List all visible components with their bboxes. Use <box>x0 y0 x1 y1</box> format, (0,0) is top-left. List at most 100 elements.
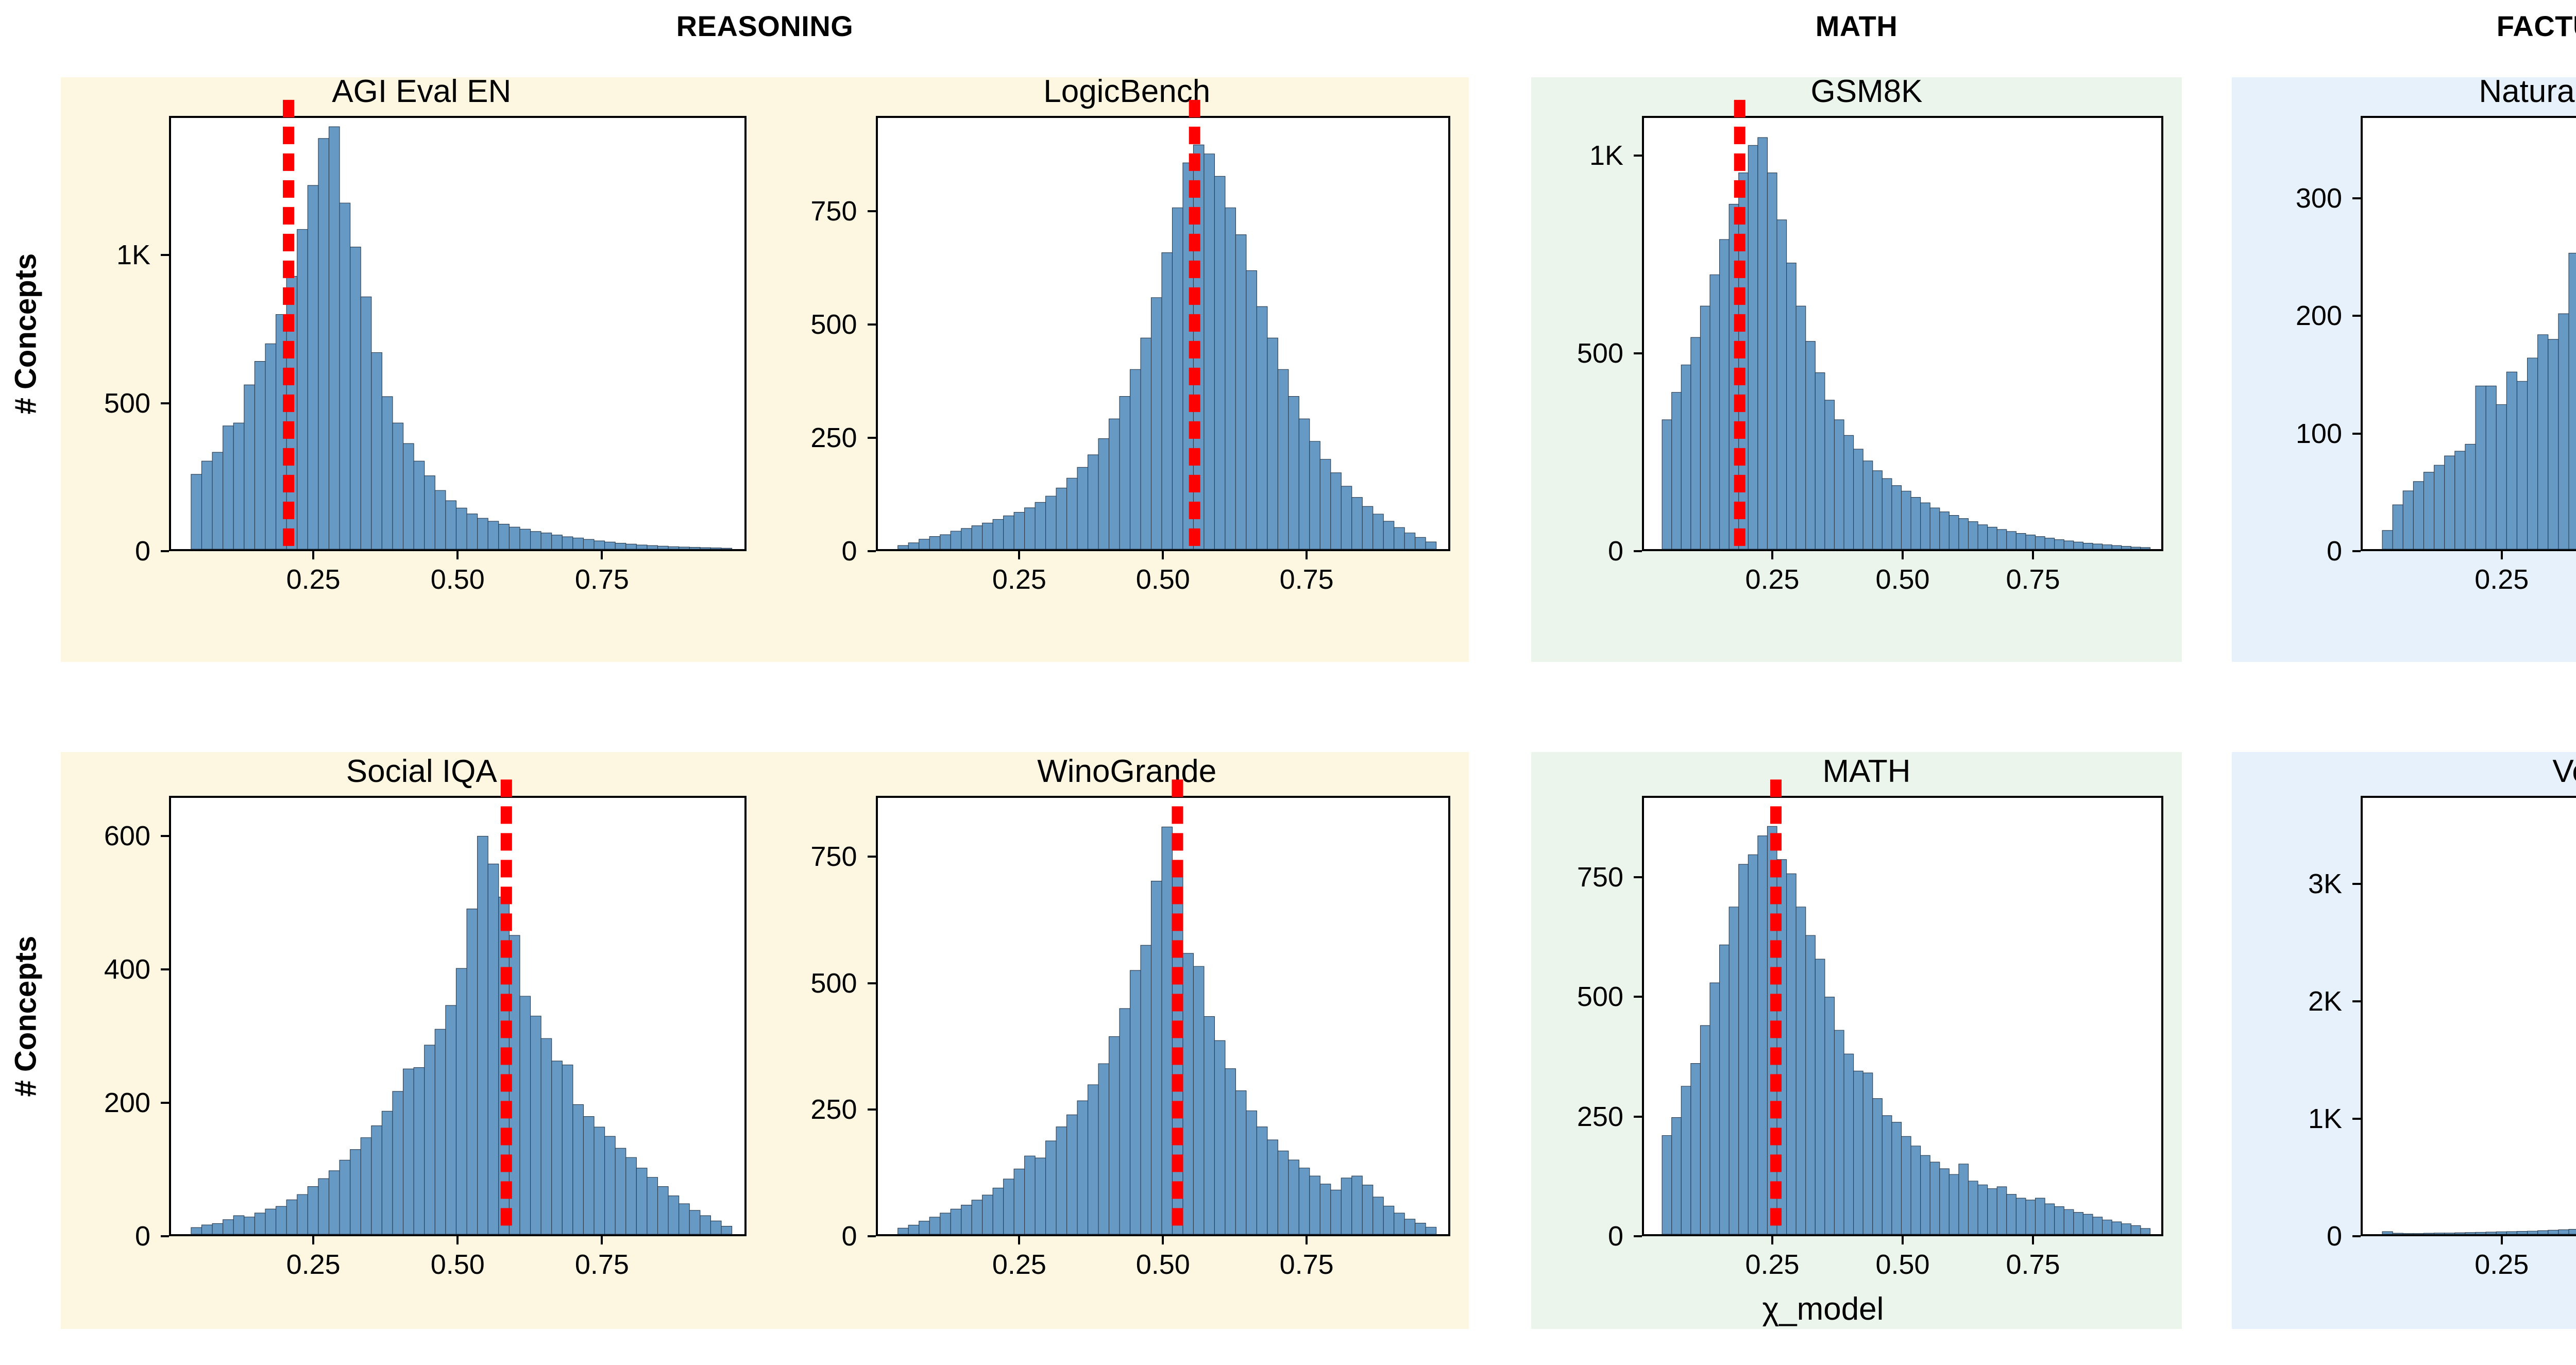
histogram-bar <box>478 518 488 549</box>
histogram-bar <box>212 452 223 549</box>
histogram-bar <box>710 1221 721 1234</box>
histogram-bar <box>2434 1233 2445 1234</box>
axes-winogrande <box>875 796 1450 1236</box>
y-tickmark <box>161 1235 169 1237</box>
histogram-bar <box>1921 503 1930 549</box>
histogram-bar <box>2558 1230 2569 1234</box>
y-tickmark <box>2352 432 2361 435</box>
y-tickmark <box>161 834 169 837</box>
x-tick-label: 0.50 <box>1875 1249 1930 1280</box>
x-tick-label: 0.25 <box>2475 564 2529 595</box>
histogram-bar <box>1834 420 1844 549</box>
bars-natural-questions <box>2382 148 2576 549</box>
axes-agi-eval-en <box>169 116 747 551</box>
x-tickmark <box>2032 1236 2034 1244</box>
y-tick-label: 0 <box>841 1221 857 1252</box>
panel-gsm8k: GSM8K <box>1531 76 2182 662</box>
histogram-bar <box>951 531 961 549</box>
histogram-bar <box>1662 420 1672 549</box>
histogram-bar <box>1182 953 1193 1234</box>
histogram-bar <box>1806 342 1816 549</box>
histogram-agi-eval-en <box>171 118 744 549</box>
histogram-bar <box>1691 1064 1701 1234</box>
x-tick-label: 0.25 <box>1745 564 1800 595</box>
axes-logicbench <box>875 116 1450 551</box>
histogram-bar <box>1267 338 1277 549</box>
histogram-bar <box>1710 983 1720 1234</box>
axes-natural-questions <box>2361 116 2576 551</box>
histogram-bar <box>1882 479 1892 549</box>
histogram-bar <box>1299 1168 1309 1234</box>
histogram-bar <box>1787 874 1797 1234</box>
histogram-bar <box>1035 502 1045 549</box>
histogram-bar <box>2055 540 2064 549</box>
x-tickmark <box>312 551 315 559</box>
histogram-bar <box>2382 1232 2393 1234</box>
histogram-bar <box>318 139 329 549</box>
histogram-bar <box>1141 338 1151 549</box>
histogram-bar <box>1426 1227 1436 1234</box>
bars-winogrande <box>897 827 1436 1234</box>
histogram-bar <box>594 541 605 549</box>
histogram-bar <box>371 353 382 549</box>
panel-title-social-iqa: Social IQA <box>346 754 497 789</box>
histogram-bar <box>371 1126 382 1234</box>
histogram-bar <box>710 548 721 549</box>
histogram-bar <box>2548 339 2558 549</box>
histogram-bar <box>2026 535 2036 549</box>
histogram-bar <box>1691 337 1701 549</box>
histogram-bar <box>2528 358 2538 549</box>
histogram-bar <box>1815 959 1825 1234</box>
x-tickmark <box>1902 1236 1904 1244</box>
histogram-bar <box>1130 369 1140 549</box>
histogram-bar <box>2064 1209 2074 1234</box>
x-tick-label: 0.25 <box>1745 1249 1800 1280</box>
y-axis-label-row1: # Concepts <box>9 935 43 1097</box>
histogram-bar <box>1901 491 1911 549</box>
histogram-bar <box>1024 508 1035 549</box>
histogram-social-iqa <box>171 798 744 1234</box>
histogram-bar <box>2131 1225 2141 1234</box>
histogram-bar <box>2036 537 2045 549</box>
histogram-bar <box>329 127 340 549</box>
y-tickmark <box>1634 876 1642 878</box>
histogram-bar <box>509 527 520 549</box>
histogram-bar <box>1844 435 1854 549</box>
y-tickmark <box>161 254 169 257</box>
histogram-bar <box>488 521 499 549</box>
y-tickmark <box>1634 996 1642 998</box>
histogram-bar <box>456 508 467 549</box>
histogram-bar <box>668 547 679 549</box>
histogram-bar <box>2122 1224 2131 1234</box>
histogram-bar <box>531 1016 541 1235</box>
histogram-bar <box>1978 1185 1988 1234</box>
histogram-bar <box>679 547 690 549</box>
histogram-bar <box>2486 1232 2496 1234</box>
histogram-bar <box>2007 1195 2016 1234</box>
histogram-bar <box>1056 1127 1066 1234</box>
histogram-bar <box>1320 459 1330 549</box>
group-heading-math: MATH <box>1815 10 1898 42</box>
histogram-bar <box>658 1187 669 1234</box>
histogram-bar <box>689 548 700 549</box>
histogram-bar <box>2476 1232 2486 1234</box>
y-tickmark <box>867 1235 876 1237</box>
x-tickmark <box>1771 551 1773 559</box>
histogram-bar <box>721 1226 732 1234</box>
y-axis-label-row0: # Concepts <box>9 253 43 414</box>
y-tick-label: 1K <box>1589 140 1623 171</box>
y-tickmark <box>867 323 876 326</box>
y-tickmark <box>2352 1235 2361 1237</box>
y-tickmark <box>161 550 169 552</box>
histogram-bar <box>223 426 234 549</box>
histogram-bar <box>1351 1176 1362 1234</box>
y-tickmark <box>867 210 876 212</box>
x-tickmark <box>2500 551 2503 559</box>
y-tick-label: 0 <box>841 536 857 567</box>
histogram-bar <box>993 1188 1003 1234</box>
histogram-bar <box>435 1029 446 1234</box>
histogram-bar <box>2403 491 2413 549</box>
histogram-bar <box>2074 1213 2083 1234</box>
histogram-bar <box>2455 1233 2465 1234</box>
histogram-bar <box>1098 439 1109 549</box>
